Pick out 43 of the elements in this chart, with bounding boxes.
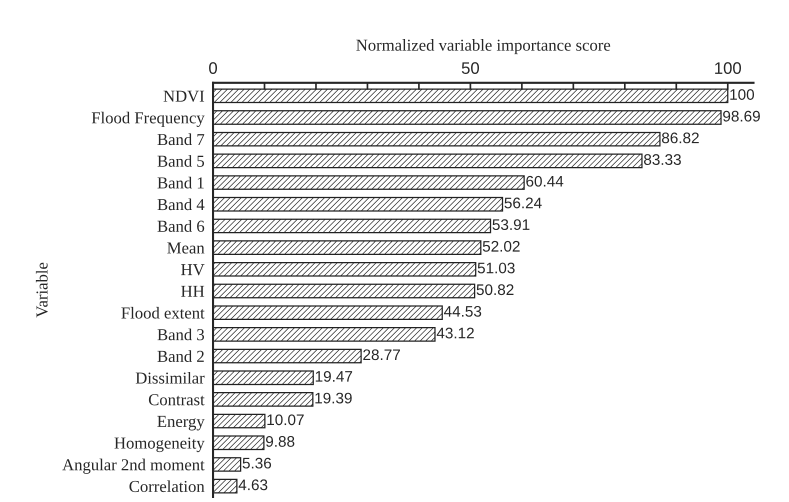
data-label: 19.39 [315,392,352,404]
y-tick-label: HH [181,286,204,297]
data-label: 83.33 [644,154,681,165]
y-tick-label: HV [181,264,205,276]
data-label: 86.82 [662,132,699,144]
data-label: 53.91 [492,219,530,230]
y-tick-label: Band 6 [157,220,204,232]
data-label: 100 [730,89,754,100]
data-label: 4.63 [238,479,268,490]
x-axis-title: Normalized variable importance score [356,39,610,54]
y-tick-label: Flood extent [121,306,205,319]
data-label: 50.82 [476,284,514,296]
data-label: 5.36 [242,458,272,469]
data-label: 98.69 [723,110,760,122]
y-tick-label: Dissimilar [136,372,205,384]
data-label: 60.44 [526,176,564,187]
y-tick-label: Energy [157,416,205,430]
y-tick-label: Band 3 [157,328,204,340]
y-axis-title: Variable [36,262,48,318]
data-label: 28.77 [363,349,400,360]
data-label: 9.88 [266,436,294,447]
y-tick-label: Correlation [129,480,204,492]
y-tick-label: Band 4 [157,198,204,210]
y-tick-label: Band 1 [157,176,204,189]
y-tick-label: Band 5 [157,155,204,167]
y-tick-label: Contrast [148,394,205,406]
data-label: 52.02 [482,240,520,252]
y-tick-label: NDVI [164,90,204,102]
data-label: 10.07 [267,414,304,426]
y-tick-label: Mean [167,242,204,254]
x-tick-label: 50 [462,62,480,74]
x-tick-label: 100 [715,62,742,74]
x-tick-label: 0 [209,62,218,74]
y-tick-label: Flood Frequency [92,112,205,127]
data-label: 56.24 [504,198,542,208]
data-label: 19.47 [316,371,352,382]
data-label: 43.12 [436,328,474,338]
y-tick-label: Band 2 [157,350,204,362]
y-tick-label: Band 7 [157,133,204,146]
data-label: 51.03 [478,262,515,274]
y-tick-label: Angular 2nd moment [62,458,205,474]
y-tick-label: Homogeneity [114,437,205,452]
data-label: 44.53 [444,306,482,317]
